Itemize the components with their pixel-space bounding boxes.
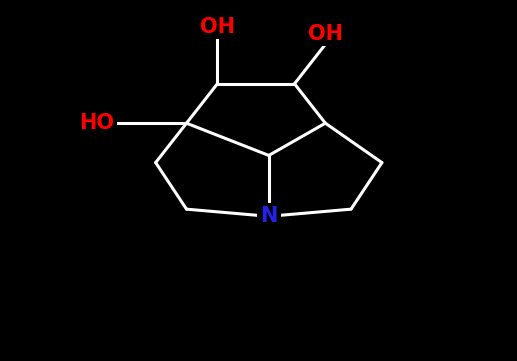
Text: HO: HO <box>80 113 115 133</box>
Text: OH: OH <box>308 25 343 44</box>
Text: OH: OH <box>200 17 235 37</box>
Text: N: N <box>260 206 278 226</box>
